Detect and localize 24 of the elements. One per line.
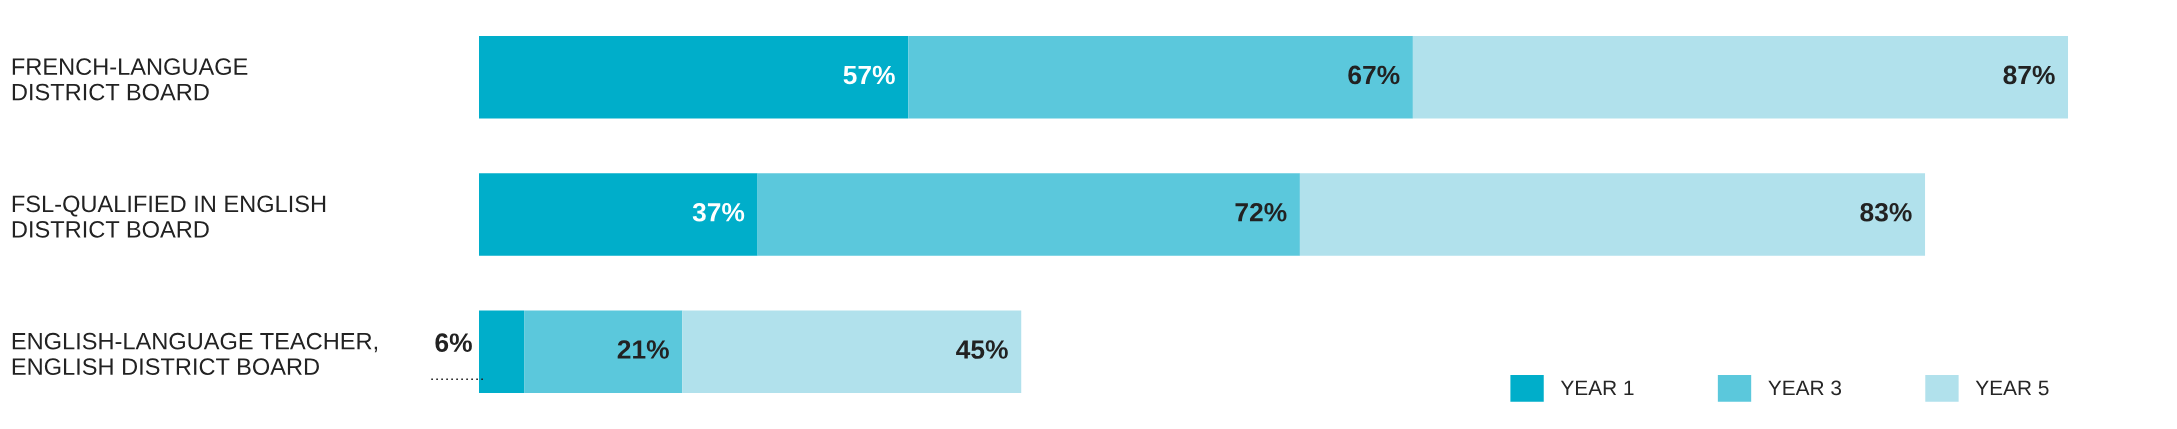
- y-tick-label: FRENCH-LANGUAGE DISTRICT BOARD: [12, 58, 248, 101]
- data-label: 72%: [1235, 202, 1287, 222]
- y-tick-label: FSL-QUALIFIED IN ENGLISH DISTRICT BOARD: [12, 195, 326, 238]
- data-label: 67%: [1348, 65, 1400, 85]
- bar: [1299, 173, 1926, 256]
- data-label: 45%: [956, 340, 1008, 359]
- bar: [478, 36, 909, 119]
- bar: [478, 310, 525, 393]
- bar: [478, 173, 758, 256]
- bar: [524, 310, 683, 393]
- bar: [682, 310, 1022, 393]
- bar: [1412, 36, 2069, 119]
- legend-label: YEAR 5: [1975, 380, 2049, 396]
- data-label: 37%: [692, 202, 745, 222]
- data-label: 83%: [1860, 202, 1912, 222]
- data-label: 57%: [843, 65, 895, 85]
- data-label: 6%: [435, 333, 472, 352]
- legend-label: YEAR 1: [1560, 380, 1634, 396]
- data-label: 21%: [617, 340, 669, 359]
- bar: [757, 173, 1300, 256]
- legend-label: YEAR 3: [1768, 380, 1842, 396]
- bar: [908, 36, 1413, 119]
- data-label: 87%: [2003, 65, 2055, 85]
- y-tick-label: ENGLISH-LANGUAGE TEACHER, ENGLISH DISTRICT BOARD: [12, 332, 378, 375]
